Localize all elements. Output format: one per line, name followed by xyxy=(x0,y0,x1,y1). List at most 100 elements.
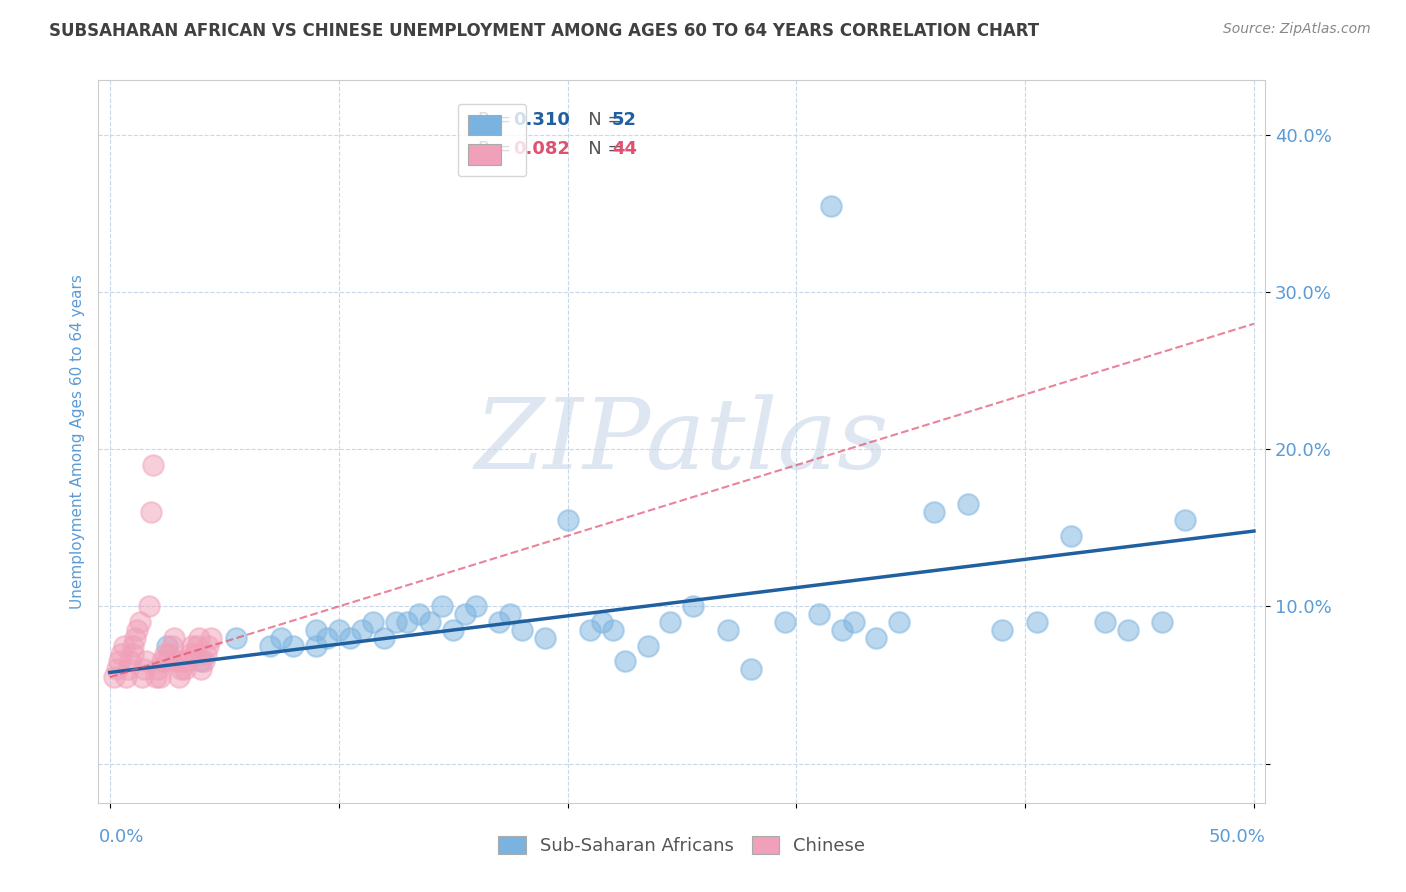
Point xyxy=(105,662,128,676)
Point xyxy=(138,599,160,614)
Point xyxy=(186,639,208,653)
Point xyxy=(305,623,328,637)
Point xyxy=(120,655,142,669)
Text: Source: ZipAtlas.com: Source: ZipAtlas.com xyxy=(1223,22,1371,37)
Y-axis label: Unemployment Among Ages 60 to 64 years: Unemployment Among Ages 60 to 64 years xyxy=(69,274,84,609)
Point xyxy=(194,647,217,661)
Point xyxy=(1025,615,1047,630)
Point xyxy=(160,639,183,653)
Point xyxy=(153,647,176,661)
Text: 0.310: 0.310 xyxy=(513,111,569,128)
Point xyxy=(682,599,704,614)
Point xyxy=(193,655,215,669)
Point xyxy=(510,623,533,637)
Point xyxy=(591,615,613,630)
Point xyxy=(197,639,219,653)
Point xyxy=(259,639,281,653)
Point xyxy=(922,505,945,519)
Point xyxy=(190,662,212,676)
Point xyxy=(865,631,887,645)
Point xyxy=(110,647,132,661)
Point xyxy=(328,623,350,637)
Point xyxy=(165,655,187,669)
Point xyxy=(281,639,304,653)
Point xyxy=(740,662,762,676)
Point xyxy=(103,670,125,684)
Point xyxy=(408,607,430,622)
Point xyxy=(163,631,186,645)
Point xyxy=(146,662,169,676)
Point xyxy=(157,647,180,661)
Point xyxy=(889,615,911,630)
Point xyxy=(396,615,419,630)
Point xyxy=(361,615,384,630)
Point xyxy=(659,615,682,630)
Point xyxy=(579,623,602,637)
Point xyxy=(172,655,194,669)
Point xyxy=(441,623,464,637)
Point xyxy=(188,631,211,645)
Point xyxy=(108,655,131,669)
Point xyxy=(316,631,339,645)
Point xyxy=(842,615,865,630)
Point xyxy=(145,670,167,684)
Point xyxy=(121,647,143,661)
Text: 52: 52 xyxy=(612,111,637,128)
Point xyxy=(115,670,138,684)
Point xyxy=(225,631,247,645)
Point xyxy=(139,505,162,519)
Text: 50.0%: 50.0% xyxy=(1209,828,1265,846)
Point xyxy=(152,655,174,669)
Point xyxy=(142,458,165,472)
Text: 0.082: 0.082 xyxy=(513,139,569,158)
Text: 0.0%: 0.0% xyxy=(98,828,143,846)
Point xyxy=(373,631,395,645)
Point xyxy=(991,623,1014,637)
Point xyxy=(1060,529,1083,543)
Point xyxy=(602,623,624,637)
Point xyxy=(179,647,201,661)
Point xyxy=(350,623,373,637)
Point xyxy=(117,662,139,676)
Point xyxy=(499,607,522,622)
Point xyxy=(488,615,510,630)
Point xyxy=(200,631,222,645)
Legend: Sub-Saharan Africans, Chinese: Sub-Saharan Africans, Chinese xyxy=(491,829,873,863)
Point xyxy=(167,670,190,684)
Point xyxy=(112,639,135,653)
Point xyxy=(131,670,153,684)
Point xyxy=(134,662,156,676)
Point xyxy=(419,615,441,630)
Point xyxy=(270,631,292,645)
Point xyxy=(149,670,172,684)
Point xyxy=(124,631,146,645)
Text: N =: N = xyxy=(571,111,628,128)
Point xyxy=(831,623,853,637)
Point xyxy=(339,631,361,645)
Point xyxy=(956,497,979,511)
Point xyxy=(613,655,636,669)
Point xyxy=(183,647,205,661)
Point xyxy=(156,655,179,669)
Point xyxy=(1152,615,1174,630)
Point xyxy=(808,607,831,622)
Text: SUBSAHARAN AFRICAN VS CHINESE UNEMPLOYMENT AMONG AGES 60 TO 64 YEARS CORRELATION: SUBSAHARAN AFRICAN VS CHINESE UNEMPLOYME… xyxy=(49,22,1039,40)
Point xyxy=(637,639,659,653)
Point xyxy=(135,655,157,669)
Point xyxy=(430,599,453,614)
Point xyxy=(1174,513,1197,527)
Point xyxy=(176,655,198,669)
Point xyxy=(1094,615,1116,630)
Point xyxy=(820,199,842,213)
Point xyxy=(305,639,328,653)
Point xyxy=(181,639,204,653)
Point xyxy=(174,662,197,676)
Text: N =: N = xyxy=(571,139,628,158)
Point xyxy=(1116,623,1139,637)
Text: R =: R = xyxy=(478,111,516,128)
Point xyxy=(557,513,579,527)
Text: R =: R = xyxy=(478,139,516,158)
Point xyxy=(773,615,796,630)
Point xyxy=(465,599,488,614)
Point xyxy=(128,615,150,630)
